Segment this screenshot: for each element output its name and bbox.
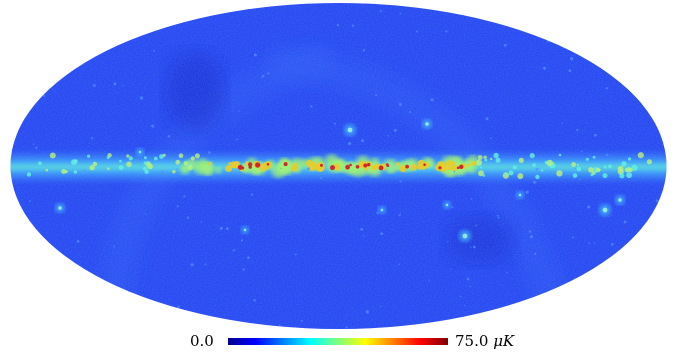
emission-blob	[18, 21, 22, 25]
emission-blob	[539, 325, 542, 328]
colorbar-max-value: 75.0	[455, 332, 489, 350]
emission-blob	[64, 39, 67, 42]
emission-blob	[585, 54, 588, 57]
emission-blob	[634, 286, 637, 288]
emission-blob	[582, 51, 586, 54]
emission-blob	[104, 299, 107, 302]
emission-blob	[588, 17, 592, 20]
emission-blob	[641, 40, 645, 44]
emission-blob	[22, 81, 25, 84]
emission-blob	[36, 271, 39, 274]
colorbar	[228, 338, 448, 345]
mollweide-map	[10, 3, 667, 329]
emission-blob	[638, 75, 641, 79]
emission-blob	[48, 295, 52, 299]
emission-blob	[21, 49, 24, 53]
emission-blob	[556, 30, 559, 34]
colorbar-min-label: 0.0	[190, 332, 214, 350]
emission-blob	[653, 74, 655, 76]
emission-blob	[75, 23, 77, 26]
emission-blob	[18, 315, 22, 319]
emission-blob	[556, 291, 558, 294]
map-noise	[10, 3, 667, 329]
emission-blob	[651, 44, 654, 48]
emission-blob	[653, 73, 656, 76]
emission-blob	[144, 26, 147, 29]
emission-blob	[10, 135, 13, 138]
emission-blob	[634, 21, 636, 23]
emission-blob	[607, 282, 611, 285]
emission-blob	[608, 51, 610, 54]
colorbar-unit: μK	[493, 332, 515, 350]
emission-blob	[159, 10, 163, 14]
emission-blob	[661, 70, 664, 73]
emission-blob	[547, 315, 551, 318]
emission-blob	[53, 277, 57, 281]
emission-blob	[637, 40, 639, 43]
emission-blob	[21, 75, 24, 78]
emission-blob	[62, 305, 66, 309]
colorbar-max-label: 75.0 μK	[455, 332, 514, 350]
emission-blob	[40, 243, 44, 247]
emission-blob	[151, 21, 153, 24]
emission-blob	[566, 20, 569, 24]
emission-blob	[31, 295, 35, 298]
